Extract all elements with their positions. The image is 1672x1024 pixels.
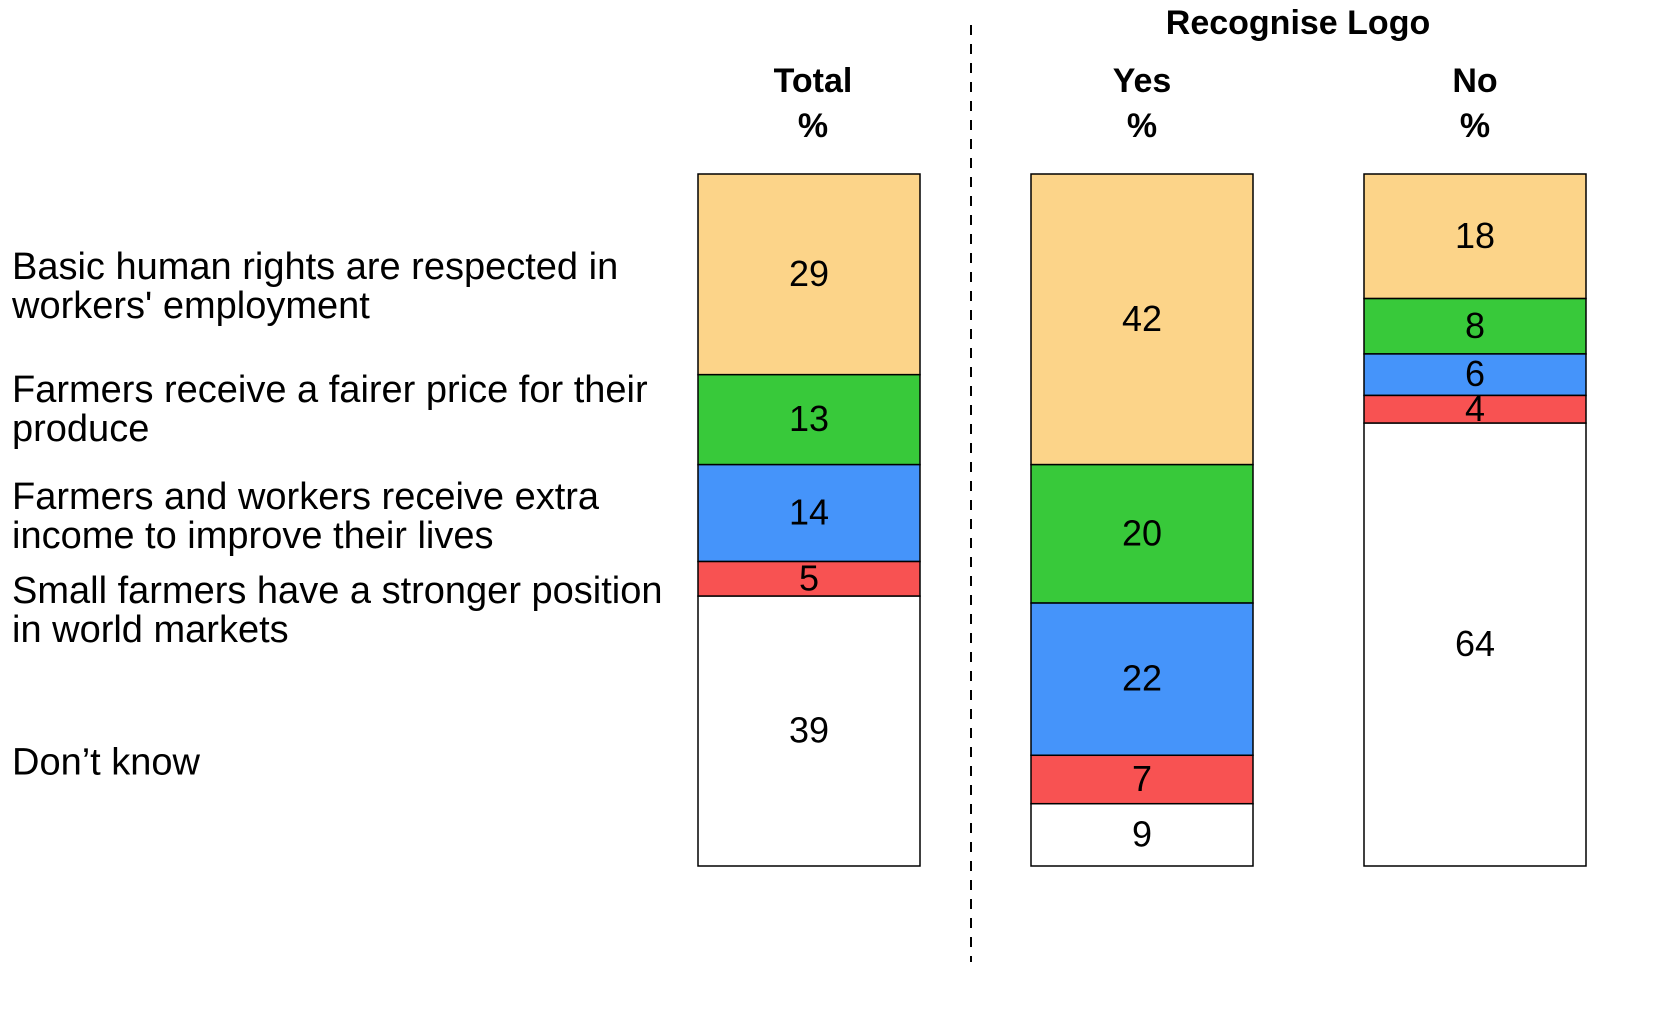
bar-segment xyxy=(1363,173,1587,300)
bar-segment xyxy=(1030,463,1254,604)
column-unit: % xyxy=(798,107,828,145)
data-label: 7 xyxy=(1132,758,1152,799)
column-header: Total xyxy=(774,62,853,100)
legend-label: Small farmers have a stronger position i… xyxy=(12,570,663,651)
data-label: 8 xyxy=(1465,305,1485,346)
group-label: Recognise Logo xyxy=(1166,4,1430,42)
data-label: 39 xyxy=(789,710,829,751)
legend-label: Farmers receive a fairer price for their… xyxy=(12,369,648,450)
data-label: 22 xyxy=(1122,658,1162,699)
data-label: 64 xyxy=(1455,623,1495,664)
legend-label: Don’t know xyxy=(12,741,200,784)
legend-label: Farmers and workers receive extra income… xyxy=(12,476,600,557)
column-unit: % xyxy=(1127,107,1157,145)
column-unit: % xyxy=(1460,107,1490,145)
bar-segment xyxy=(1030,802,1254,867)
data-label: 18 xyxy=(1455,215,1495,256)
column-header: Yes xyxy=(1113,62,1172,100)
column-header: No xyxy=(1452,62,1497,100)
bar-segment xyxy=(697,373,921,466)
bar-segment xyxy=(1363,297,1587,355)
legend-label: Basic human rights are respected in work… xyxy=(12,246,619,327)
data-label: 14 xyxy=(789,492,829,533)
data-label: 42 xyxy=(1122,298,1162,339)
bar-segment xyxy=(1363,394,1587,424)
data-label: 4 xyxy=(1465,388,1485,429)
data-label: 9 xyxy=(1132,813,1152,854)
bar-segment xyxy=(1030,754,1254,805)
data-label: 29 xyxy=(789,253,829,294)
bar-segment xyxy=(697,463,921,563)
bar-segment xyxy=(697,560,921,597)
bar-segment xyxy=(1030,602,1254,757)
data-label: 20 xyxy=(1122,512,1162,553)
data-label: 5 xyxy=(799,557,819,598)
bar-segment xyxy=(697,595,921,867)
bar-segment xyxy=(1363,422,1587,867)
data-label: 13 xyxy=(789,398,829,439)
bar-segment xyxy=(1030,173,1254,466)
data-label: 6 xyxy=(1465,353,1485,394)
